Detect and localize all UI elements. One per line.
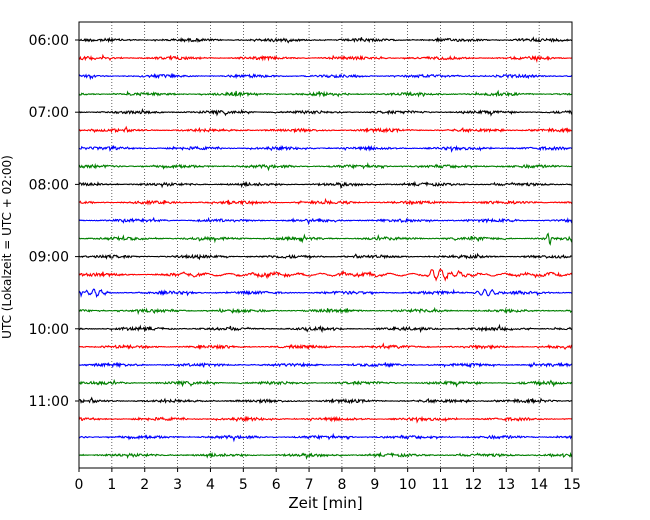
x-tick-label: 3	[173, 477, 182, 493]
y-axis-label: UTC (Lokalzeit = UTC + 02:00)	[0, 155, 14, 339]
y-tick-label: 11:00	[29, 394, 69, 410]
y-tick-label: 08:00	[29, 177, 69, 193]
seismogram-trace	[78, 180, 573, 190]
seismogram-trace	[78, 36, 572, 44]
x-tick-label: 12	[464, 477, 482, 493]
plot-frame	[78, 21, 573, 469]
seismogram-trace	[78, 361, 573, 369]
seismogram-trace	[78, 72, 573, 81]
y-axis: 06:00 07:00 08:00 09:00 10:00 11:00	[29, 33, 79, 410]
seismogram-trace	[78, 268, 573, 282]
seismogram-trace	[78, 288, 573, 299]
x-tick-label: 15	[563, 477, 581, 493]
x-tick-label: 1	[107, 477, 116, 493]
seismogram-trace	[78, 451, 573, 460]
x-tick-label: 0	[75, 477, 84, 493]
seismogram-trace	[78, 252, 572, 261]
seismogram-trace	[78, 342, 573, 351]
x-tick-label: 2	[140, 477, 149, 493]
x-axis-label: Zeit [min]	[288, 494, 362, 512]
x-tick-label: 11	[432, 477, 450, 493]
y-tick-label: 07:00	[29, 105, 69, 121]
plot-area	[78, 21, 573, 469]
seismogram-trace	[78, 323, 573, 334]
x-tick-label: 7	[305, 477, 314, 493]
seismogram-trace	[78, 197, 573, 206]
seismogram-trace	[78, 89, 573, 98]
seismogram-trace	[78, 53, 572, 64]
x-tick-label: 14	[530, 477, 548, 493]
x-tick-label: 5	[239, 477, 248, 493]
seismogram-trace	[78, 378, 573, 388]
seismogram-trace	[78, 216, 573, 226]
y-tick-label: 06:00	[29, 33, 69, 49]
seismogram-trace	[78, 144, 573, 153]
x-tick-label: 6	[272, 477, 281, 493]
x-tick-label: 8	[337, 477, 346, 493]
seismogram-trace	[78, 415, 573, 424]
seismogram-trace	[78, 432, 573, 443]
seismogram-trace	[78, 396, 573, 405]
x-tick-label: 9	[370, 477, 379, 493]
seismogram-trace	[78, 108, 573, 117]
x-axis: 0 1 2 3 4 5 6 7 8 9 10 11 12 13 14 15	[75, 468, 581, 493]
seismogram-trace	[78, 161, 573, 172]
y-tick-label: 10:00	[29, 322, 69, 338]
x-tick-label: 4	[206, 477, 215, 493]
seismogram-trace	[78, 232, 573, 246]
seismogram-trace	[78, 125, 573, 134]
y-tick-label: 09:00	[29, 250, 69, 266]
x-tick-label: 13	[497, 477, 515, 493]
x-tick-label: 10	[399, 477, 417, 493]
seismogram-trace	[78, 306, 573, 316]
